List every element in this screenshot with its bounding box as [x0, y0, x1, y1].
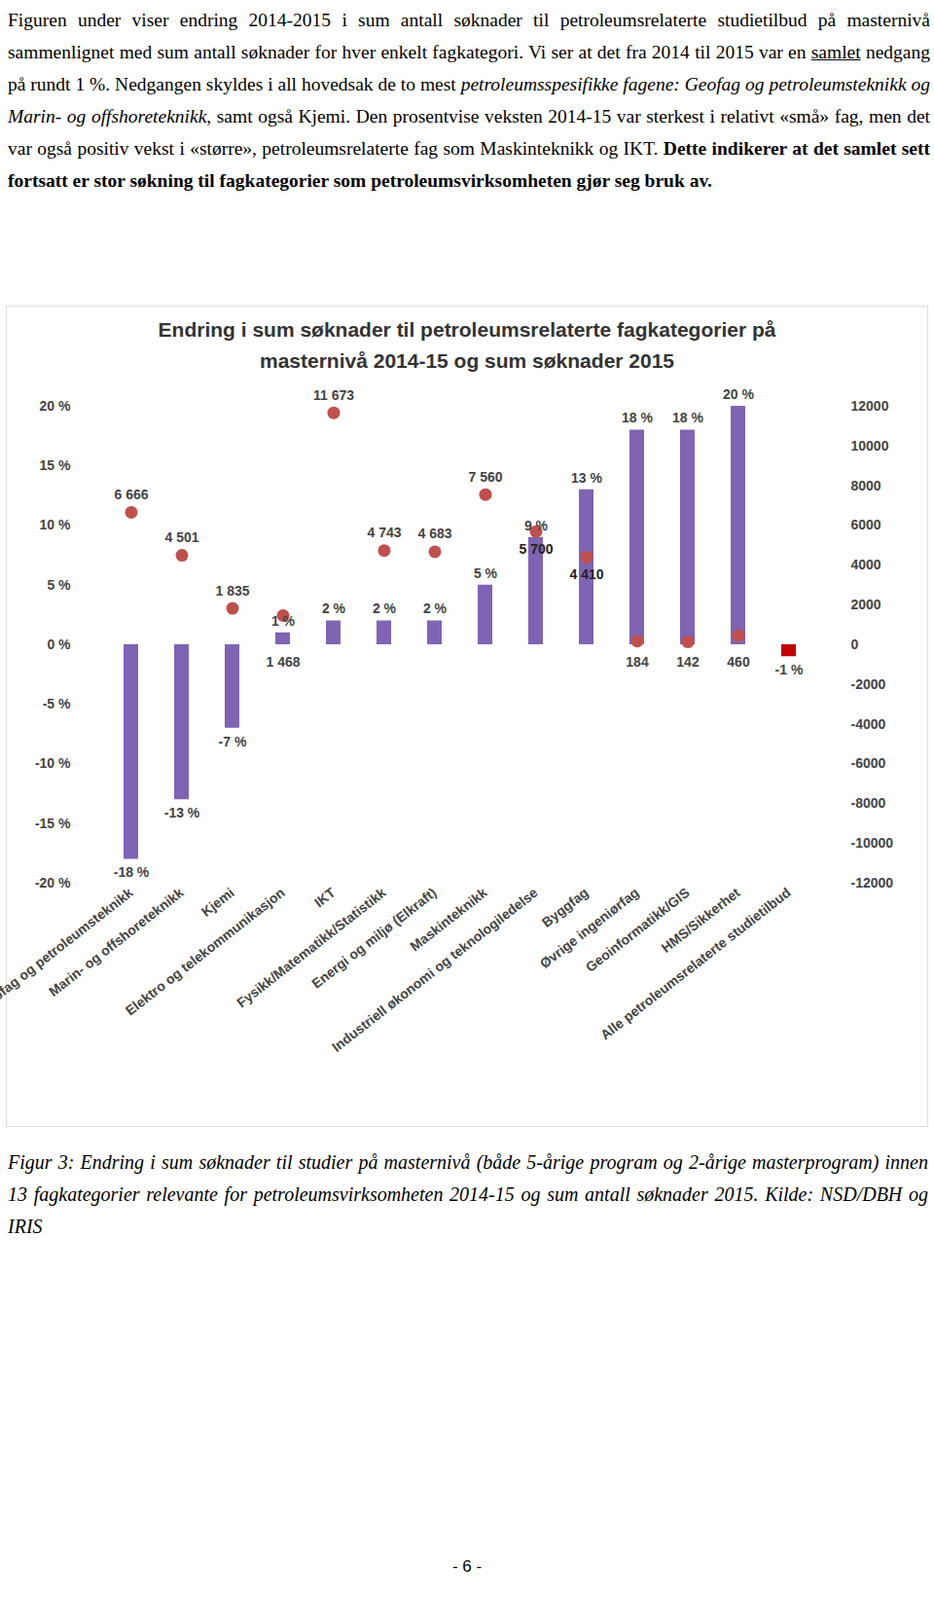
svg-text:Alle petroleumsrelaterte studi: Alle petroleumsrelaterte studietilbud	[597, 884, 794, 1043]
svg-text:Maskinteknikk: Maskinteknikk	[406, 884, 490, 954]
svg-text:5 %: 5 %	[473, 565, 499, 581]
svg-text:142: 142	[676, 653, 700, 670]
svg-text:4000: 4000	[851, 556, 882, 573]
svg-text:460: 460	[726, 653, 751, 670]
svg-text:10000: 10000	[851, 437, 890, 454]
svg-text:-10000: -10000	[851, 834, 895, 851]
svg-text:-2000: -2000	[851, 676, 887, 692]
svg-text:-10 %: -10 %	[35, 754, 72, 771]
svg-text:11 673: 11 673	[313, 387, 355, 403]
svg-text:2 %: 2 %	[372, 600, 397, 616]
svg-text:Geoinformatikk/GIS: Geoinformatikk/GIS	[582, 884, 693, 975]
svg-text:13 %: 13 %	[571, 469, 603, 486]
svg-text:4 743: 4 743	[366, 524, 401, 540]
svg-text:15 %: 15 %	[39, 457, 72, 473]
svg-text:0: 0	[851, 636, 860, 652]
svg-text:Industriell økonomi og teknolo: Industriell økonomi og teknologiledelse	[328, 884, 541, 1055]
html-text:Endring i sum søknader til pet: Endring i sum søknader til petroleumsrel…	[158, 318, 776, 372]
svg-text:-4000: -4000	[851, 716, 887, 732]
svg-text:20 %: 20 %	[39, 397, 72, 414]
svg-text:Fysikk/Matematikk/Statistikk: Fysikk/Matematikk/Statistikk	[233, 884, 389, 1011]
svg-text:-13 %: -13 %	[164, 804, 201, 821]
html-text:Figur 3: Endring i sum søknade: Figur 3: Endring i sum søknader til stud…	[7, 1150, 929, 1237]
svg-text:2 %: 2 %	[423, 600, 448, 616]
svg-text:1 468: 1 468	[265, 653, 300, 670]
svg-text:4 501: 4 501	[164, 529, 199, 545]
svg-text:Marin- og offshoreteknikk: Marin- og offshoreteknikk	[45, 884, 187, 999]
svg-text:-18 %: -18 %	[113, 863, 150, 880]
svg-text:-6000: -6000	[851, 754, 887, 771]
svg-text:1 835: 1 835	[215, 582, 250, 599]
svg-text:4 410: 4 410	[569, 566, 604, 582]
svg-text:5 700: 5 700	[518, 540, 553, 557]
svg-text:0 %: 0 %	[46, 636, 72, 652]
svg-text:-12000: -12000	[851, 874, 895, 891]
svg-text:-1 %: -1 %	[775, 661, 804, 678]
html-text:- 6 -: - 6 -	[452, 1556, 482, 1576]
svg-text:5 %: 5 %	[46, 576, 72, 593]
svg-text:7 560: 7 560	[467, 468, 503, 485]
svg-text:Energi og miljø (Elkraft): Energi og miljø (Elkraft)	[308, 884, 440, 992]
svg-text:-5 %: -5 %	[42, 695, 72, 712]
svg-text:HMS/Sikkerhet: HMS/Sikkerhet	[658, 884, 743, 956]
svg-text:-8000: -8000	[851, 794, 887, 811]
svg-text:2000: 2000	[851, 596, 882, 612]
svg-text:IKT: IKT	[311, 884, 339, 911]
svg-text:20 %: 20 %	[722, 386, 755, 402]
svg-text:8000: 8000	[851, 477, 882, 494]
svg-text:Kjemi: Kjemi	[198, 884, 238, 920]
svg-text:-20 %: -20 %	[35, 874, 72, 891]
svg-text:-7 %: -7 %	[218, 733, 248, 750]
svg-text:2 %: 2 %	[322, 600, 347, 616]
svg-text:Elektro og telekommunikasjon: Elektro og telekommunikasjon	[122, 884, 288, 1019]
svg-text:4 683: 4 683	[417, 525, 452, 541]
svg-text:12000: 12000	[851, 397, 890, 414]
html-text:Figuren under viser endring 20: Figuren under viser endring 2014-2015 i …	[7, 9, 931, 191]
svg-text:10 %: 10 %	[39, 516, 72, 533]
svg-text:184: 184	[625, 653, 649, 670]
svg-text:-15 %: -15 %	[35, 815, 72, 831]
svg-text:Byggfag: Byggfag	[538, 884, 592, 931]
svg-text:18 %: 18 %	[672, 409, 704, 426]
svg-text:6 666: 6 666	[113, 486, 148, 503]
svg-text:1 %: 1 %	[271, 612, 296, 629]
svg-text:18 %: 18 %	[621, 409, 653, 426]
svg-text:6000: 6000	[851, 516, 882, 533]
svg-text:Øvrige ingeniørfag: Øvrige ingeniørfag	[536, 884, 642, 971]
svg-text:9 %: 9 %	[524, 517, 549, 534]
